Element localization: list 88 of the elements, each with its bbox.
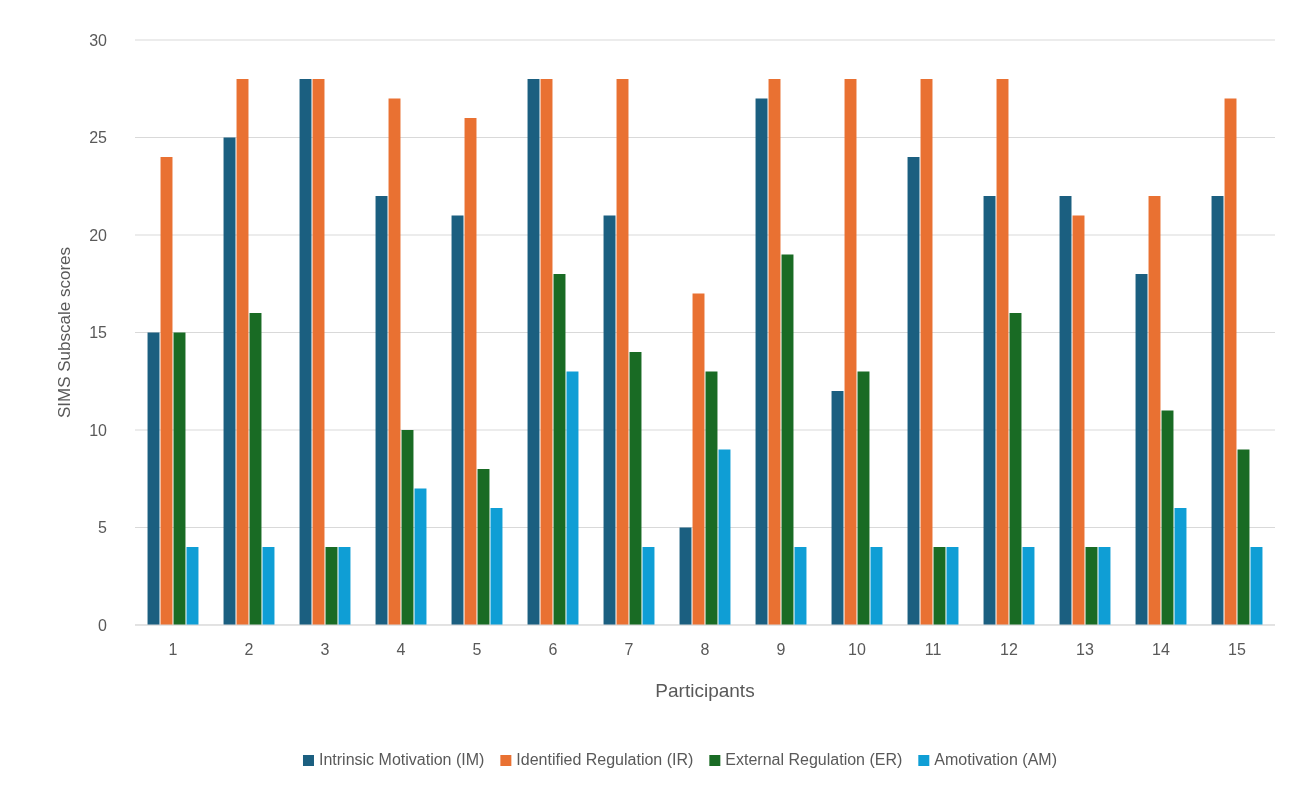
bar (262, 547, 275, 625)
bar (160, 157, 173, 625)
x-tick-label: 14 (1152, 641, 1170, 658)
bar (1224, 98, 1237, 625)
bar (388, 98, 401, 625)
bar (464, 118, 477, 625)
legend-label: Amotivation (AM) (934, 751, 1058, 768)
x-axis-title: Participants (655, 680, 755, 701)
bar (844, 79, 857, 625)
bar (414, 488, 427, 625)
x-tick-label: 11 (924, 641, 942, 658)
bar (946, 547, 959, 625)
bar (1072, 215, 1085, 625)
x-tick-label: 5 (472, 641, 482, 658)
x-tick-label: 8 (700, 641, 710, 658)
x-tick-label: 7 (624, 641, 634, 658)
bar (794, 547, 807, 625)
y-tick-label: 25 (89, 129, 108, 147)
bar (933, 547, 946, 625)
bar (831, 391, 844, 625)
bar (996, 79, 1009, 625)
bar (173, 332, 186, 625)
bar (920, 79, 933, 625)
x-tick-label: 4 (396, 641, 406, 658)
x-tick-label: 6 (548, 641, 558, 658)
bar (451, 215, 464, 625)
bar (223, 137, 236, 625)
legend-label: External Regulation (ER) (725, 751, 903, 768)
bar (1174, 508, 1187, 625)
bar (679, 527, 692, 625)
bar (299, 79, 312, 625)
bar (755, 98, 768, 625)
bar (768, 79, 781, 625)
bar (1211, 196, 1224, 625)
y-axis-title: SIMS Subscale scores (55, 246, 74, 419)
bar (566, 371, 579, 625)
bar (616, 79, 629, 625)
bar (490, 508, 503, 625)
x-tick-label: 2 (244, 641, 254, 658)
bar (1148, 196, 1161, 625)
y-tick-label: 30 (89, 31, 108, 49)
bar (186, 547, 199, 625)
y-tick-label: 20 (89, 226, 108, 244)
bar (907, 157, 920, 625)
bar (375, 196, 388, 625)
bar (1098, 547, 1111, 625)
bar (1237, 449, 1250, 625)
y-tick-label: 5 (98, 519, 108, 537)
x-tick-label: 13 (1076, 641, 1094, 658)
bar (1009, 313, 1022, 625)
bar (705, 371, 718, 625)
bar (312, 79, 325, 625)
bar (642, 547, 655, 625)
x-tick-label: 9 (776, 641, 786, 658)
bar (477, 469, 490, 625)
bar (236, 79, 249, 625)
bar (401, 430, 414, 625)
y-tick-label: 0 (98, 616, 108, 634)
bar (553, 274, 566, 625)
bar (1022, 547, 1035, 625)
bar (1161, 410, 1174, 625)
bar (338, 547, 351, 625)
bar (857, 371, 870, 625)
bar (325, 547, 338, 625)
bar (1059, 196, 1072, 625)
bar (1135, 274, 1148, 625)
bar (629, 352, 642, 625)
bar (540, 79, 553, 625)
bar (692, 293, 705, 625)
legend-label: Intrinsic Motivation (IM) (318, 751, 485, 768)
bar (147, 332, 160, 625)
x-tick-label: 12 (1000, 641, 1018, 658)
bar (781, 254, 794, 625)
bar (249, 313, 262, 625)
bar (718, 449, 731, 625)
bar (1250, 547, 1263, 625)
x-tick-label: 1 (168, 641, 178, 658)
y-tick-label: 15 (89, 324, 108, 342)
x-tick-label: 15 (1228, 641, 1246, 658)
bar (527, 79, 540, 625)
bar (603, 215, 616, 625)
x-tick-label: 3 (320, 641, 330, 658)
bar (870, 547, 883, 625)
bar (1085, 547, 1098, 625)
y-tick-label: 10 (89, 421, 108, 439)
legend-label: Identified Regulation (IR) (516, 751, 694, 768)
x-tick-label: 10 (848, 641, 866, 658)
bar (983, 196, 996, 625)
